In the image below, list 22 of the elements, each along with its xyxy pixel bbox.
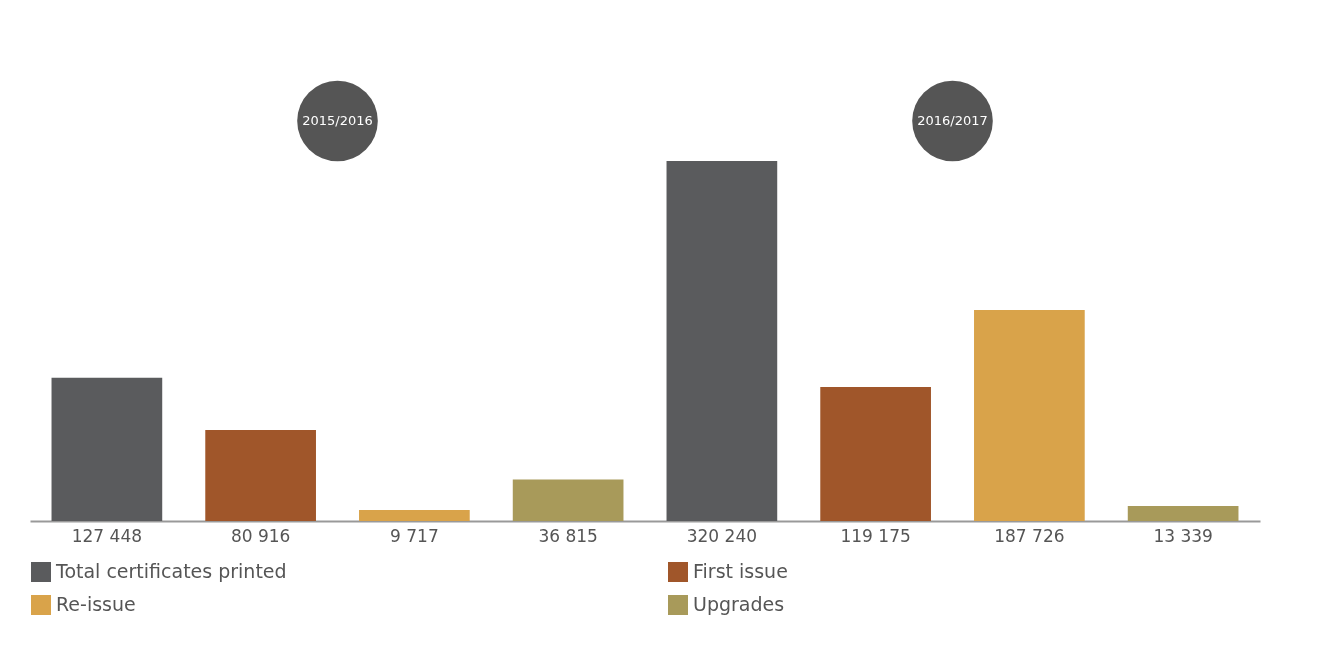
bar [1127, 506, 1239, 521]
bar [51, 377, 163, 521]
data-label: 9 717 [390, 526, 439, 546]
data-label: 13 339 [1153, 526, 1213, 546]
data-label: 320 240 [686, 526, 758, 546]
data-label: 36 815 [538, 526, 598, 546]
legend-label: Total certificates printed [55, 560, 287, 582]
text: 2015/2016 [302, 113, 373, 128]
bar [512, 479, 624, 521]
data-label: 119 175 [840, 526, 911, 546]
data-label: 80 916 [230, 526, 291, 546]
text: 2016/2017 [917, 113, 988, 128]
bar [359, 510, 470, 521]
legend-label: Re-issue [56, 593, 136, 615]
bar [666, 161, 778, 521]
data-label: 187 726 [994, 526, 1065, 546]
bar [974, 309, 1085, 521]
legend-label: Upgrades [693, 593, 785, 615]
data-label: 127 448 [71, 526, 143, 546]
bar [820, 387, 931, 521]
legend-label: First issue [693, 560, 788, 582]
bar [205, 430, 316, 521]
